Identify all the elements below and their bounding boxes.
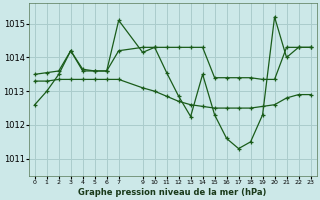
X-axis label: Graphe pression niveau de la mer (hPa): Graphe pression niveau de la mer (hPa) [78, 188, 267, 197]
